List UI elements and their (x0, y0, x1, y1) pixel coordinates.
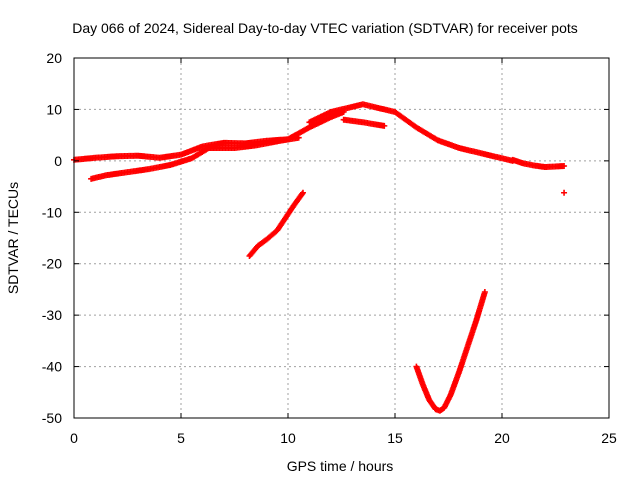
series-band-peak-low (340, 116, 388, 129)
data-point (299, 189, 306, 196)
series-band-tail (509, 156, 568, 171)
x-axis-label: GPS time / hours (287, 458, 394, 474)
tick-layer: 0 5 10 15 20 25 -50 -40 -30 -20 -10 0 10 20 (42, 50, 617, 446)
x-tick-label: 5 (177, 430, 185, 446)
x-tick-label: 0 (70, 430, 78, 446)
y-tick-label: -50 (42, 410, 62, 426)
data-point (295, 134, 302, 141)
data-point (561, 189, 568, 196)
x-tick-label: 15 (387, 430, 403, 446)
series-arc-2 (413, 289, 488, 414)
y-tick-label: -40 (42, 359, 62, 375)
data-point (481, 289, 488, 295)
y-tick-label: 10 (46, 101, 62, 117)
y-tick-label: -10 (42, 204, 62, 220)
y-tick-label: -20 (42, 256, 62, 272)
data-point (299, 190, 306, 197)
series-isolated-point (561, 189, 568, 196)
x-tick-label: 10 (280, 430, 296, 446)
plot-frame (73, 57, 610, 419)
series-band-main-b (88, 134, 302, 182)
y-tick-label: 0 (54, 153, 62, 169)
data-point (561, 163, 568, 169)
data-point (381, 122, 388, 129)
chart-title: Day 066 of 2024, Sidereal Day-to-day VTE… (72, 20, 578, 36)
data-layer (71, 101, 568, 414)
x-tick-label: 25 (601, 430, 617, 446)
y-axis-label: SDTVAR / TECUs (5, 182, 21, 294)
y-tick-label: 20 (46, 50, 62, 66)
y-tick-label: -30 (42, 307, 62, 323)
series-arc-1 (246, 189, 306, 259)
x-tick-label: 20 (494, 430, 510, 446)
